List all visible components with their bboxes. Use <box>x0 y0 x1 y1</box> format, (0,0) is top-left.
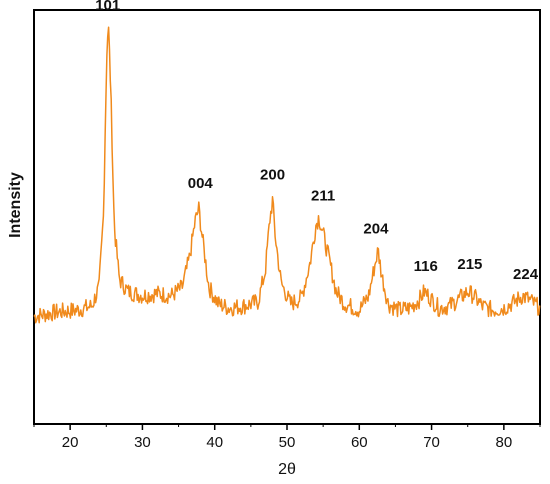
peak-labels: 101 004 200 211 204 116 215 224 <box>95 0 538 283</box>
x-tick-label: 60 <box>351 434 368 451</box>
x-tick-label: 40 <box>206 434 223 451</box>
y-axis-title: Intensity <box>7 172 24 238</box>
x-tick-label: 70 <box>423 434 440 451</box>
x-tick-label: 30 <box>134 434 151 451</box>
diffraction-pattern-line <box>33 26 541 324</box>
peak-label-116: 116 <box>414 258 438 275</box>
x-tick-label: 50 <box>279 434 296 451</box>
peak-label-204: 204 <box>363 221 389 238</box>
peak-label-200: 200 <box>260 167 285 184</box>
x-tick-label: 20 <box>62 434 79 451</box>
peak-label-211: 211 <box>311 187 335 204</box>
x-tick-label: 80 <box>496 434 513 451</box>
peak-label-101: 101 <box>95 0 120 14</box>
x-axis-title: 2θ <box>278 461 296 478</box>
peak-label-004: 004 <box>188 175 214 192</box>
peak-label-215: 215 <box>457 256 482 273</box>
plot-area: 20 30 40 50 60 70 80 101 004 200 211 204 116 215 224 <box>33 0 541 451</box>
x-ticks: 20 30 40 50 60 70 80 <box>33 424 541 451</box>
peak-label-224: 224 <box>513 266 539 283</box>
